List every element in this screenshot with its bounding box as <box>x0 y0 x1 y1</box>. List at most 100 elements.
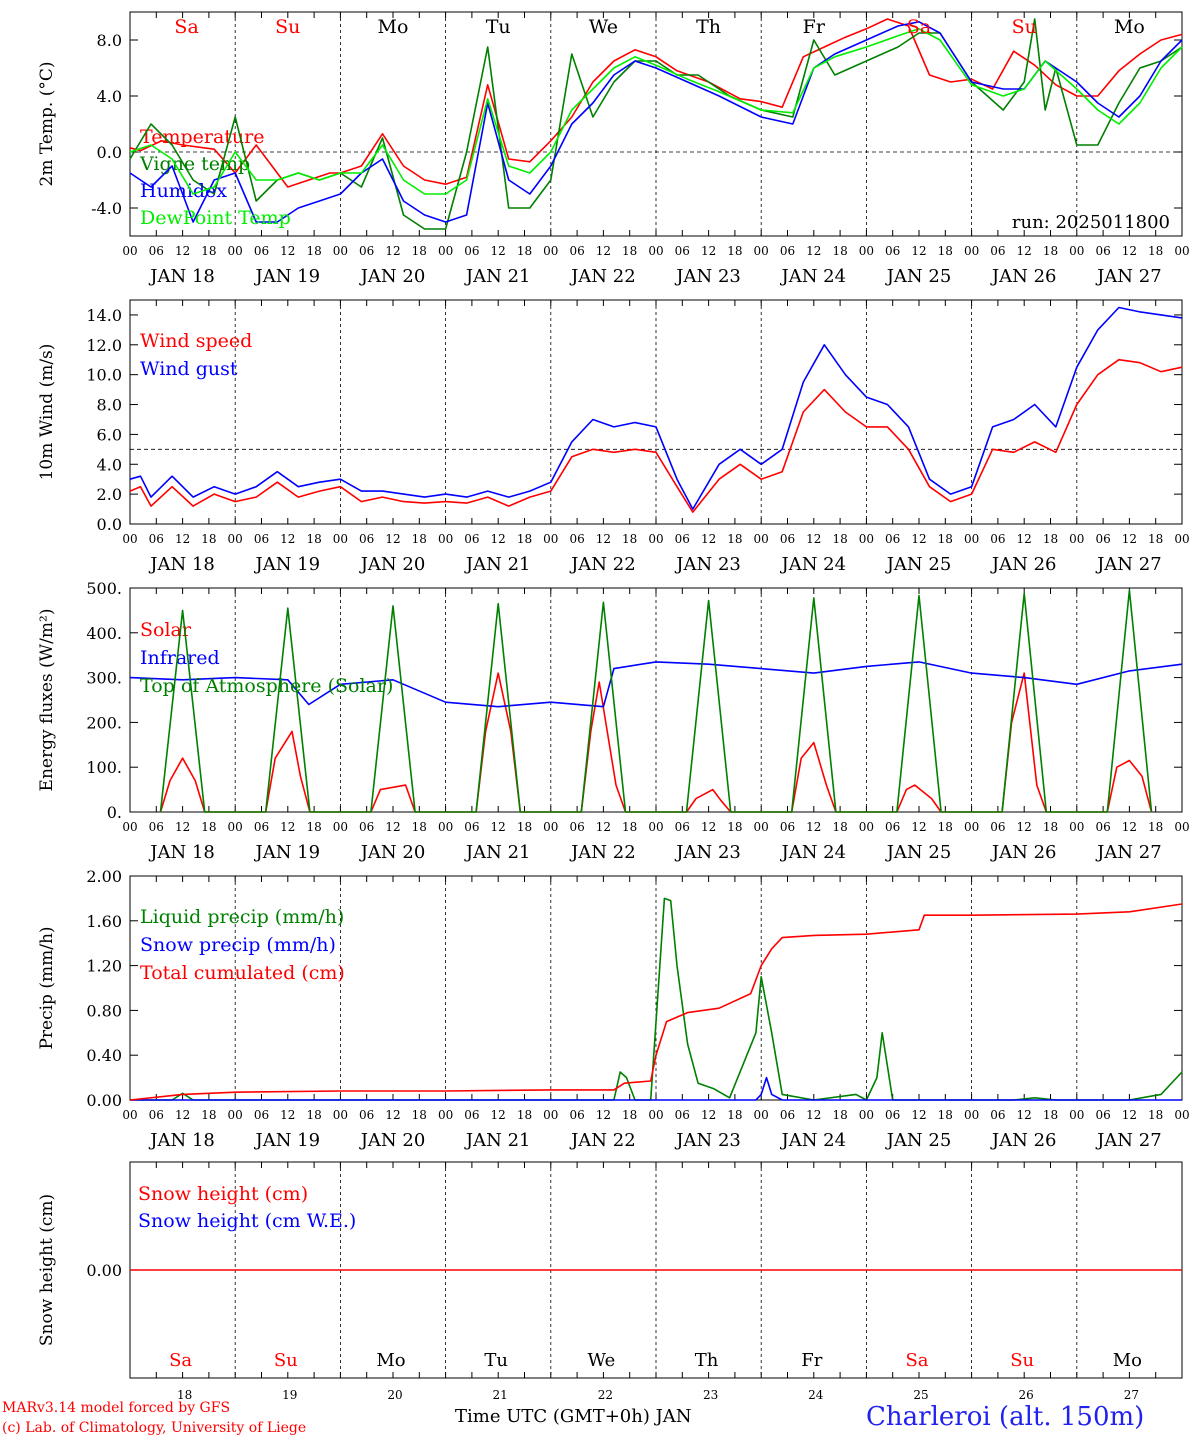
date-label: JAN 23 <box>674 266 741 287</box>
plot-frame <box>129 587 1183 813</box>
date-label: JAN 23 <box>674 554 741 575</box>
date-label: JAN 26 <box>990 266 1057 287</box>
hour-label: 00 <box>333 532 348 546</box>
hour-label: 12 <box>1017 532 1032 546</box>
day-number-label: 22 <box>598 1388 613 1402</box>
hour-label: 12 <box>911 532 926 546</box>
weekday-label-top: Mo <box>378 16 409 38</box>
hour-label: 18 <box>201 820 216 834</box>
date-label: JAN 22 <box>569 554 636 575</box>
hour-label: 12 <box>491 1108 506 1122</box>
hour-label: 06 <box>464 532 479 546</box>
date-label: JAN 23 <box>674 1130 741 1151</box>
y-tick-label: 500. <box>86 579 122 598</box>
hour-label: 00 <box>964 532 979 546</box>
hour-label: 12 <box>385 244 400 258</box>
hour-label: 18 <box>622 820 637 834</box>
date-label: JAN 27 <box>1095 842 1162 863</box>
hour-label: 18 <box>306 244 321 258</box>
hour-label: 06 <box>254 532 269 546</box>
hour-label: 12 <box>1017 244 1032 258</box>
hour-label: 18 <box>622 1108 637 1122</box>
weekday-label-top: Tu <box>486 16 511 38</box>
hour-label: 06 <box>359 820 374 834</box>
hour-label: 00 <box>964 820 979 834</box>
date-label: JAN 26 <box>990 842 1057 863</box>
date-label: JAN 19 <box>254 554 321 575</box>
y-tick-label: 100. <box>86 758 122 777</box>
hour-label: 06 <box>675 1108 690 1122</box>
hour-label: 00 <box>754 244 769 258</box>
series-line-1 <box>129 306 1183 510</box>
date-label: JAN 20 <box>359 266 426 287</box>
weekday-label-bottom: Th <box>695 1350 719 1371</box>
hour-label: 06 <box>675 244 690 258</box>
hour-label: 06 <box>464 244 479 258</box>
date-label: JAN 27 <box>1095 1130 1162 1151</box>
hour-label: 18 <box>622 532 637 546</box>
weekday-label-bottom: Mo <box>1113 1350 1142 1371</box>
hour-label: 06 <box>359 532 374 546</box>
y-tick-label: 2.00 <box>86 867 122 886</box>
hour-label: 06 <box>254 1108 269 1122</box>
hour-label: 12 <box>911 244 926 258</box>
day-number-label: 20 <box>387 1388 402 1402</box>
hour-label: 00 <box>964 244 979 258</box>
hour-label: 12 <box>911 1108 926 1122</box>
y-tick-label: 0. <box>107 803 122 822</box>
hour-label: 18 <box>1148 1108 1163 1122</box>
date-label: JAN 25 <box>885 842 952 863</box>
day-number-label: 24 <box>808 1388 824 1402</box>
hour-label: 12 <box>701 244 716 258</box>
legend-entry: Temperature <box>140 126 264 148</box>
hour-label: 00 <box>1174 532 1189 546</box>
legend-entry: Top of Atmosphere (Solar) <box>140 675 393 697</box>
day-number-label: 23 <box>703 1388 718 1402</box>
y-tick-label: 14.0 <box>86 306 122 325</box>
panel-4: 0.00 0.40 0.80 1.20 1.60 2.00 Precip (mm/h) Liq… <box>37 867 1190 1151</box>
hour-label: 12 <box>175 820 190 834</box>
hour-label: 18 <box>1148 244 1163 258</box>
series-line-3 <box>129 27 1183 195</box>
date-label: JAN 18 <box>148 842 215 863</box>
hour-label: 00 <box>543 244 558 258</box>
hour-label: 06 <box>569 820 584 834</box>
weekday-label-bottom: Fr <box>801 1350 822 1371</box>
hour-label: 06 <box>990 532 1005 546</box>
time-axis-label: Time UTC (GMT+0h) JAN <box>455 1406 692 1427</box>
panel-2: 0.0 2.0 4.0 6.0 8.0 10.0 12.0 14.0 10m Wind (m/s… <box>37 299 1190 575</box>
hour-label: 06 <box>780 532 795 546</box>
hour-label: 18 <box>412 532 427 546</box>
date-label: JAN 27 <box>1095 266 1162 287</box>
hour-label: 00 <box>438 1108 453 1122</box>
date-label: JAN 25 <box>885 266 952 287</box>
hour-label: 06 <box>885 532 900 546</box>
hour-label: 00 <box>648 532 663 546</box>
date-label: JAN 20 <box>359 842 426 863</box>
hour-label: 00 <box>1069 1108 1084 1122</box>
day-number-label: 19 <box>282 1388 297 1402</box>
y-tick-label: 12.0 <box>86 336 122 355</box>
hour-label: 00 <box>438 244 453 258</box>
hour-label: 00 <box>859 1108 874 1122</box>
hour-label: 18 <box>517 244 532 258</box>
hour-label: 06 <box>1095 244 1110 258</box>
hour-label: 00 <box>1069 532 1084 546</box>
series-line-1 <box>129 661 1183 708</box>
hour-label: 12 <box>491 820 506 834</box>
hour-label: 06 <box>359 1108 374 1122</box>
y-tick-label: 1.60 <box>86 912 122 931</box>
hour-label: 12 <box>806 820 821 834</box>
day-number-label: 21 <box>493 1388 508 1402</box>
hour-label: 12 <box>1122 532 1137 546</box>
hour-label: 00 <box>333 820 348 834</box>
date-label: JAN 19 <box>254 842 321 863</box>
hour-label: 12 <box>175 244 190 258</box>
hour-label: 18 <box>727 532 742 546</box>
date-label: JAN 21 <box>464 1130 531 1151</box>
date-label: JAN 21 <box>464 266 531 287</box>
hour-label: 06 <box>569 244 584 258</box>
hour-label: 00 <box>754 820 769 834</box>
hour-label: 06 <box>1095 1108 1110 1122</box>
